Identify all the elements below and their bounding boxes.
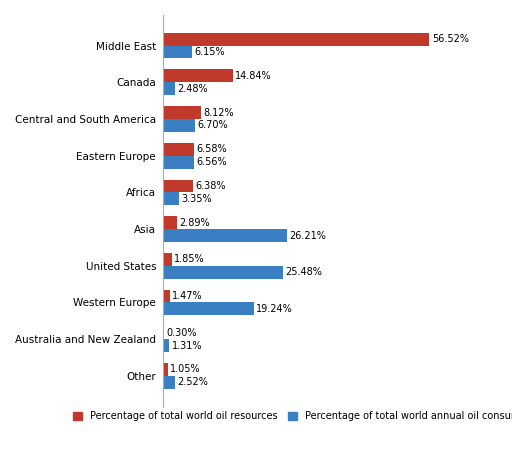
Bar [163, 376, 175, 389]
Text: 25.48%: 25.48% [286, 267, 323, 277]
Bar [163, 106, 201, 119]
Text: 56.52%: 56.52% [432, 34, 468, 44]
Text: 3.35%: 3.35% [181, 194, 212, 204]
Text: 19.24%: 19.24% [256, 304, 293, 314]
Text: 6.38%: 6.38% [196, 181, 226, 191]
Text: 14.84%: 14.84% [236, 71, 272, 81]
Bar [163, 119, 195, 132]
Bar [163, 326, 164, 339]
Text: 1.05%: 1.05% [170, 365, 201, 374]
Text: 1.47%: 1.47% [173, 291, 203, 301]
Text: 1.85%: 1.85% [174, 254, 205, 264]
Bar [163, 143, 194, 156]
Bar [163, 33, 430, 46]
Bar [163, 83, 175, 95]
Text: 6.15%: 6.15% [195, 47, 225, 57]
Bar [163, 253, 172, 266]
Bar [163, 266, 283, 278]
Bar [163, 363, 168, 376]
Text: 0.30%: 0.30% [167, 328, 197, 338]
Text: 2.89%: 2.89% [179, 218, 210, 228]
Text: 6.70%: 6.70% [197, 120, 228, 130]
Bar [163, 290, 170, 302]
Text: 2.52%: 2.52% [177, 377, 208, 387]
Bar [163, 302, 254, 315]
Bar [163, 180, 193, 192]
Text: 6.56%: 6.56% [196, 157, 227, 167]
Bar [163, 339, 169, 352]
Bar [163, 70, 233, 83]
Bar [163, 216, 177, 229]
Legend: Percentage of total world oil resources, Percentage of total world annual oil co: Percentage of total world oil resources,… [69, 408, 512, 425]
Bar [163, 192, 179, 205]
Text: 26.21%: 26.21% [289, 230, 326, 241]
Text: 1.31%: 1.31% [172, 341, 202, 351]
Bar [163, 46, 192, 59]
Text: 6.58%: 6.58% [197, 144, 227, 154]
Text: 2.48%: 2.48% [177, 84, 208, 94]
Text: 8.12%: 8.12% [204, 107, 234, 118]
Bar [163, 156, 194, 169]
Bar [163, 229, 287, 242]
